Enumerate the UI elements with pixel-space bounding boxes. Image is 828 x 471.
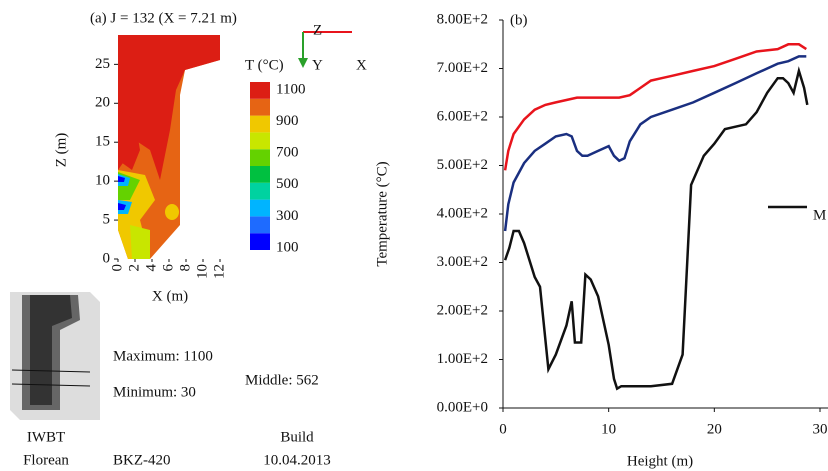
y-tick-label: 3.00E+2: [437, 254, 488, 270]
info-text: Minimum: 30: [113, 384, 196, 400]
y-tick-label: 25: [95, 56, 110, 72]
axis-indicator-label: X: [356, 57, 367, 73]
colorbar-swatch: [250, 216, 270, 234]
chart-title: (a) J = 132 (X = 7.21 m): [90, 10, 237, 26]
line-series: [503, 66, 809, 391]
y-tick-label: 6.00E+2: [437, 108, 488, 124]
y-tick-label: 0: [103, 250, 111, 266]
x-axis-label: Height (m): [627, 453, 693, 469]
info-text: Build: [280, 429, 314, 445]
y-axis-label: Temperature (°C): [374, 161, 390, 266]
colorbar-label: 300: [276, 208, 299, 224]
colorbar-swatch: [250, 166, 270, 183]
axis-indicator-label: Z: [313, 22, 322, 38]
colorbar-title: T (°C): [245, 57, 284, 73]
contour-field: [118, 35, 220, 259]
colorbar-swatch: [250, 149, 270, 166]
y-tick-label: 2.00E+2: [437, 302, 488, 318]
y-tick-label: 20: [95, 95, 110, 111]
colorbar-swatch: [250, 82, 270, 99]
x-tick-label: 10: [194, 264, 210, 279]
y-tick-label: 10: [95, 173, 110, 189]
colorbar-swatch: [250, 98, 270, 116]
info-text: 10.04.2013: [263, 452, 331, 468]
colorbar-swatch: [250, 199, 270, 217]
colorbar-swatch: [250, 132, 270, 150]
x-tick-label: 0: [109, 264, 125, 272]
y-tick-label: 15: [95, 134, 110, 150]
x-tick-label: 20: [707, 421, 722, 437]
colorbar-label: 100: [276, 239, 299, 255]
x-tick-label: 4: [143, 264, 159, 272]
colorbar-label: 900: [276, 113, 299, 129]
x-tick-label: 10: [601, 421, 616, 437]
x-tick-label: 6: [160, 264, 176, 272]
legend-label: M: [813, 207, 826, 223]
line-series: [503, 55, 807, 232]
x-tick-label: 30: [813, 421, 828, 437]
y-tick-label: 5: [103, 212, 111, 228]
colorbar-swatch: [250, 182, 270, 200]
info-text: BKZ-420: [113, 452, 171, 468]
x-axis-label: X (m): [152, 288, 188, 304]
info-text: Middle: 562: [245, 372, 319, 388]
x-tick-label: 8: [177, 264, 193, 272]
y-tick-label: 1.00E+2: [437, 351, 488, 367]
y-axis-label: Z (m): [53, 133, 69, 168]
x-tick-label: 2: [126, 264, 142, 272]
colorbar-swatch: [250, 115, 270, 133]
chart-title: (b): [510, 12, 528, 28]
y-tick-label: 0.00E+0: [437, 399, 488, 415]
line-series: [503, 43, 807, 171]
info-text: IWBT: [27, 429, 65, 445]
info-text: Florean: [23, 452, 69, 468]
colorbar-label: 500: [276, 176, 299, 192]
boiler-icon: [10, 292, 100, 420]
info-text: Maximum: 1100: [113, 348, 213, 364]
y-tick-label: 8.00E+2: [437, 11, 488, 27]
colorbar-swatch: [250, 233, 270, 250]
y-tick-label: 4.00E+2: [437, 205, 488, 221]
y-tick-label: 5.00E+2: [437, 157, 488, 173]
x-tick-label: 12: [211, 264, 227, 279]
x-tick-label: 0: [499, 421, 507, 437]
y-tick-label: 7.00E+2: [437, 60, 488, 76]
axis-indicator-label: Y: [312, 57, 323, 73]
colorbar-label: 1100: [276, 81, 305, 97]
colorbar-label: 700: [276, 145, 299, 161]
